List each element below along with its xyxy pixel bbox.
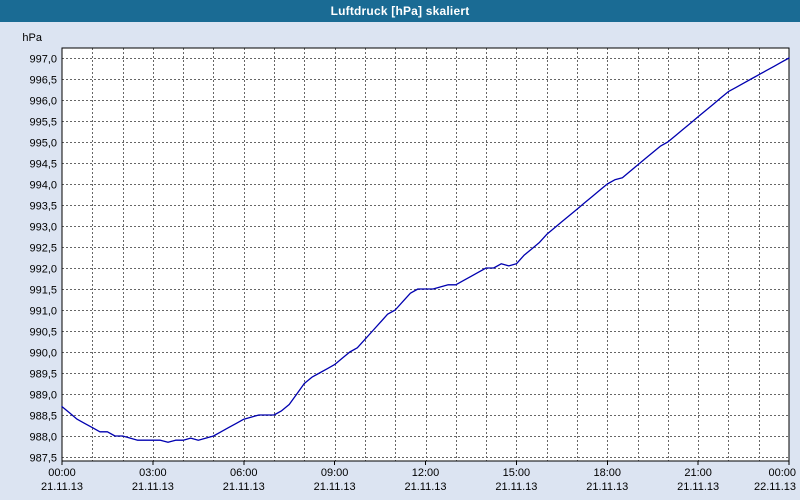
y-tick-label: 997,0 bbox=[29, 54, 57, 66]
y-tick-label: 987,5 bbox=[29, 453, 57, 465]
x-tick-time-label: 00:00 bbox=[768, 467, 796, 479]
x-tick-time-label: 09:00 bbox=[321, 467, 349, 479]
y-tick-label: 990,5 bbox=[29, 327, 57, 339]
x-axis-tick-labels: 00:00 21.11.13 03:00 21.11.13 06:00 21.11.13 0… bbox=[41, 461, 796, 493]
x-tick-date-label: 21.11.13 bbox=[314, 481, 356, 493]
window-titlebar: Luftdruck [hPa] skaliert bbox=[0, 0, 800, 22]
x-tick-date-label: 21.11.13 bbox=[495, 481, 537, 493]
x-tick-time-label: 18:00 bbox=[593, 467, 621, 479]
y-tick-label: 994,5 bbox=[29, 159, 57, 171]
x-tick-date-label: 22.11.13 bbox=[754, 481, 796, 493]
x-tick-time-label: 21:00 bbox=[684, 467, 712, 479]
x-tick-date-label: 21.11.13 bbox=[41, 481, 83, 493]
y-tick-label: 993,5 bbox=[29, 201, 57, 213]
y-tick-label: 995,0 bbox=[29, 138, 57, 150]
x-tick-time-label: 00:00 bbox=[48, 467, 76, 479]
y-tick-label: 991,0 bbox=[29, 306, 57, 318]
y-tick-label: 992,0 bbox=[29, 264, 57, 276]
pressure-line-chart: hPa 997,0996,5996,0995,5995,0994,5994,09… bbox=[22, 32, 796, 493]
x-tick-date-label: 21.11.13 bbox=[132, 481, 174, 493]
y-tick-label: 996,0 bbox=[29, 96, 57, 108]
window-title: Luftdruck [hPa] skaliert bbox=[330, 4, 470, 18]
chart-area: hPa 997,0 996,5 996,0 995,5 995,0 994,5 994,0 9… bbox=[0, 22, 800, 500]
plot-background bbox=[62, 48, 789, 461]
y-tick-label: 991,5 bbox=[29, 285, 57, 297]
y-tick-label: 993,0 bbox=[29, 222, 57, 234]
x-tick-date-label: 21.11.13 bbox=[586, 481, 628, 493]
y-axis-unit-label: hPa bbox=[22, 32, 42, 44]
x-tick-time-label: 12:00 bbox=[412, 467, 440, 479]
x-tick-time-label: 15:00 bbox=[503, 467, 531, 479]
y-tick-label: 989,5 bbox=[29, 369, 57, 381]
x-tick-time-label: 03:00 bbox=[139, 467, 167, 479]
y-tick-label: 996,5 bbox=[29, 75, 57, 87]
y-tick-label: 990,0 bbox=[29, 348, 57, 360]
x-tick-date-label: 21.11.13 bbox=[677, 481, 719, 493]
y-tick-label: 994,0 bbox=[29, 180, 57, 192]
x-tick-date-label: 21.11.13 bbox=[223, 481, 265, 493]
y-tick-label: 988,5 bbox=[29, 411, 57, 423]
y-tick-label: 989,0 bbox=[29, 390, 57, 402]
y-tick-label: 992,5 bbox=[29, 243, 57, 255]
horizontal-gridlines bbox=[62, 58, 789, 458]
y-axis-tick-labels: 997,0 996,5 996,0 995,5 995,0 994,5 994,0 993,5… bbox=[29, 54, 57, 465]
y-tick-label: 995,5 bbox=[29, 117, 57, 129]
x-tick-time-label: 06:00 bbox=[230, 467, 258, 479]
pressure-series-line bbox=[61, 57, 790, 443]
y-tick-label: 988,0 bbox=[29, 432, 57, 444]
x-tick-date-label: 21.11.13 bbox=[404, 481, 446, 493]
